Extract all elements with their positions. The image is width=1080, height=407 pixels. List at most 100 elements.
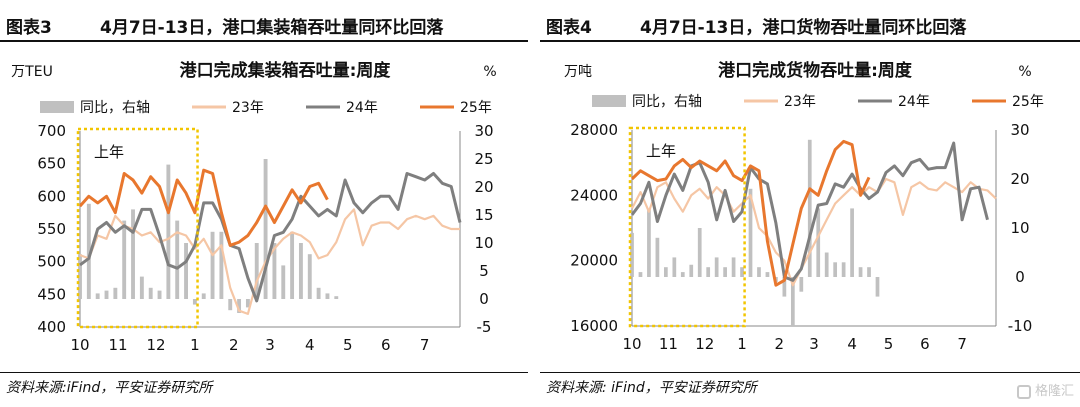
left-tick-label: 16000 <box>570 317 618 335</box>
x-tick-label: 11 <box>659 335 678 353</box>
chart-panel-container-throughput: 图表3 4月7日-13日，港口集装箱吞吐量同环比回落 港口完成集装箱吞吐量:周度… <box>0 0 528 407</box>
yoy-bar <box>723 267 727 277</box>
right-tick-label: 10 <box>1010 219 1029 237</box>
x-tick-label: 1 <box>737 335 747 353</box>
yoy-bar <box>714 257 719 277</box>
right-tick-label: 20 <box>474 178 493 196</box>
yoy-bar <box>281 265 286 299</box>
right-tick-label: 15 <box>474 206 493 224</box>
left-tick-label: 550 <box>37 220 66 238</box>
yoy-bar <box>210 231 215 299</box>
yoy-bar <box>184 243 188 299</box>
legend-label: 23年 <box>232 100 264 116</box>
legend-swatch-bar <box>592 95 626 107</box>
yoy-bar <box>166 164 171 299</box>
right-tick-label: 30 <box>474 122 493 140</box>
legend-label: 23年 <box>784 94 816 110</box>
yoy-bar <box>298 243 303 299</box>
legend-swatch-bar <box>40 101 74 113</box>
yoy-bar <box>131 209 135 299</box>
series-line-s24 <box>79 172 462 303</box>
figure-title: 4月7日-13日，港口集装箱吞吐量同环比回落 <box>100 18 444 38</box>
yoy-bar <box>139 276 144 299</box>
left-tick-label: 400 <box>37 318 66 336</box>
right-tick-label: 5 <box>479 262 489 280</box>
yoy-bar <box>782 277 787 297</box>
yoy-bar <box>689 264 694 277</box>
footer-rule <box>0 372 528 373</box>
yoy-bar <box>731 257 736 277</box>
right-tick-label: 25 <box>474 150 493 168</box>
series-line-s23 <box>631 177 997 287</box>
yoy-bar <box>254 243 259 299</box>
left-axis-unit: 万吨 <box>564 64 592 80</box>
right-tick-label: 0 <box>479 290 489 308</box>
yoy-bar <box>833 262 838 277</box>
left-tick-label: 500 <box>37 253 66 271</box>
cargo-throughput-chart: 港口完成货物吞吐量:周度 万吨 % 同比，右轴 23年 24年 25年 16000 20000 2… <box>564 60 1044 353</box>
yoy-bar <box>78 254 82 299</box>
watermark: 格隆汇 <box>1016 380 1074 399</box>
x-tick-label: 12 <box>695 335 714 353</box>
figure-label: 图表4 <box>546 18 592 38</box>
yoy-bar <box>95 293 100 299</box>
series-line-s25 <box>78 168 329 247</box>
yoy-bar <box>272 243 277 299</box>
left-tick-label: 450 <box>37 285 66 303</box>
left-tick-label: 20000 <box>570 252 618 270</box>
legend: 同比，右轴 23年 24年 25年 <box>40 100 492 116</box>
yoy-bar <box>630 232 634 277</box>
x-tick-label: 5 <box>343 336 353 354</box>
yoy-bar <box>672 257 677 277</box>
yoy-bar <box>113 287 118 299</box>
x-tick-label: 3 <box>265 336 275 354</box>
chart-panel-cargo-throughput: 图表4 4月7日-13日，港口货物吞吐量同环比回落 港口完成货物吞吐量:周度 万吨… <box>540 0 1080 407</box>
x-tick-label: 7 <box>957 335 967 353</box>
yoy-bar <box>316 287 321 299</box>
yoy-bar <box>201 293 206 299</box>
panel-header: 图表4 4月7日-13日，港口货物吞吐量同环比回落 <box>540 6 1080 40</box>
yoy-bar <box>790 277 795 326</box>
x-tick-label: 3 <box>809 335 819 353</box>
yoy-bar <box>867 267 871 277</box>
left-tick-label: 600 <box>37 187 66 205</box>
left-tick-label: 700 <box>37 122 66 140</box>
figure-label: 图表3 <box>6 18 52 38</box>
left-tick-label: 28000 <box>570 121 618 139</box>
yoy-bar <box>290 231 295 299</box>
legend-label: 24年 <box>346 100 378 116</box>
legend-label: 24年 <box>898 94 930 110</box>
yoy-bar <box>663 267 668 277</box>
x-tick-label: 4 <box>305 336 315 354</box>
x-tick-label: 12 <box>146 336 165 354</box>
yoy-bar <box>841 262 846 277</box>
yoy-bar <box>157 290 162 299</box>
right-tick-label: 20 <box>1010 170 1029 188</box>
legend-label: 同比，右轴 <box>632 94 702 110</box>
annotation-label: 上年 <box>94 143 124 161</box>
chart-title: 港口完成货物吞吐量:周度 <box>718 60 913 81</box>
x-tick-label: 4 <box>847 335 857 353</box>
yoy-bar <box>325 293 330 299</box>
x-tick-label: 10 <box>622 335 641 353</box>
x-tick-label: 2 <box>775 335 785 353</box>
yoy-bar <box>807 139 812 277</box>
yoy-bar <box>816 208 821 277</box>
left-tick-label: 24000 <box>570 186 618 204</box>
right-tick-label: -5 <box>477 318 492 336</box>
yoy-bar <box>638 272 643 277</box>
yoy-bar <box>799 277 804 292</box>
figure-title: 4月7日-13日，港口货物吞吐量同环比回落 <box>640 18 967 38</box>
yoy-bar <box>219 231 224 299</box>
yoy-bar <box>307 254 312 299</box>
yoy-bar <box>875 277 880 297</box>
legend: 同比，右轴 23年 24年 25年 <box>592 94 1044 110</box>
footer-rule <box>540 372 1080 373</box>
yoy-bar <box>148 287 153 299</box>
header-rule <box>540 40 1080 42</box>
yoy-bar <box>104 290 109 299</box>
source-note: 资料来源:iFind，平安证券研究所 <box>6 380 213 396</box>
left-axis-unit: 万TEU <box>11 64 53 80</box>
yoy-bar <box>706 267 711 277</box>
